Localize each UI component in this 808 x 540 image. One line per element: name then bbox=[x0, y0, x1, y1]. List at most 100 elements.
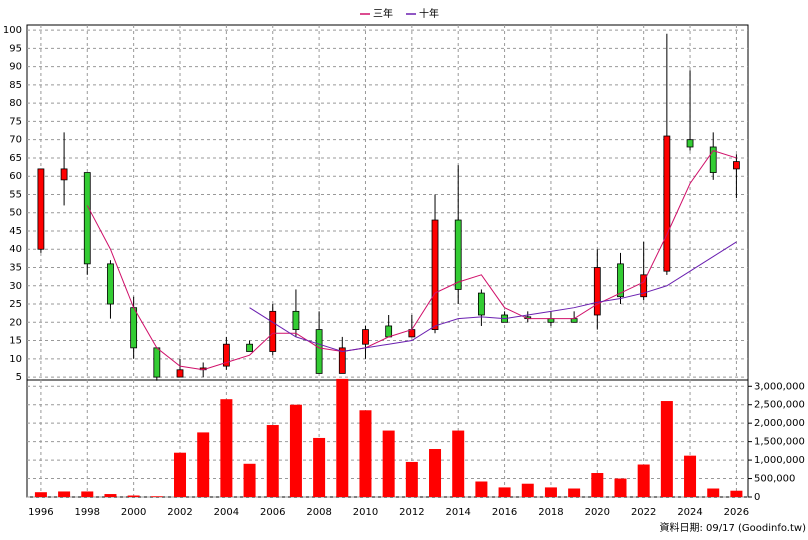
candle-body bbox=[60, 168, 68, 181]
volume-bar bbox=[707, 488, 720, 497]
volume-bar bbox=[289, 404, 302, 497]
volume-bar bbox=[660, 401, 673, 497]
volume-bar bbox=[58, 491, 71, 497]
candle-body bbox=[292, 310, 300, 330]
volume-bar bbox=[266, 425, 279, 497]
volume-bar bbox=[81, 491, 94, 497]
footnote: 資料日期: 09/17 (Goodinfo.tw) bbox=[659, 521, 806, 534]
y-tick-label: 60 bbox=[9, 171, 22, 182]
legend-label: 三年 bbox=[373, 7, 393, 20]
y-tick-label: 55 bbox=[9, 189, 22, 200]
y-tick-label: 10 bbox=[9, 354, 22, 365]
y2-tick-label: 1,500,000 bbox=[754, 437, 805, 448]
y-tick-label: 85 bbox=[9, 80, 22, 91]
volume-bar bbox=[684, 455, 697, 497]
candle-body bbox=[222, 343, 230, 367]
y2-tick-label: 2,500,000 bbox=[754, 400, 805, 411]
candle-body bbox=[107, 263, 114, 305]
x-tick-label: 1998 bbox=[75, 507, 100, 518]
volume-bar bbox=[104, 494, 117, 497]
x-tick-label: 1996 bbox=[28, 507, 53, 518]
candle-body bbox=[315, 329, 323, 374]
y2-tick-label: 500,000 bbox=[754, 474, 795, 485]
x-tick-label: 2024 bbox=[677, 507, 702, 518]
volume-bar bbox=[521, 483, 534, 497]
volume-bar bbox=[34, 492, 47, 497]
x-tick-label: 2004 bbox=[214, 507, 239, 518]
candle-body bbox=[246, 343, 253, 352]
volume-bar bbox=[220, 399, 233, 497]
y-tick-label: 15 bbox=[9, 336, 22, 347]
x-tick-label: 2016 bbox=[492, 507, 517, 518]
volume-bar bbox=[405, 461, 418, 497]
y-tick-label: 50 bbox=[9, 208, 22, 219]
candle-body bbox=[269, 310, 277, 352]
volume-bar bbox=[452, 430, 465, 497]
candle-body bbox=[431, 219, 439, 330]
y-tick-label: 45 bbox=[9, 226, 22, 237]
volume-bar bbox=[336, 378, 349, 497]
x-tick-label: 2018 bbox=[538, 507, 563, 518]
candle-body bbox=[176, 369, 184, 378]
y-tick-label: 5 bbox=[16, 372, 22, 383]
y-tick-label: 30 bbox=[9, 281, 22, 292]
candle-body bbox=[83, 172, 91, 265]
candle-body bbox=[385, 325, 393, 338]
x-tick-label: 2022 bbox=[631, 507, 656, 518]
y-tick-label: 40 bbox=[9, 244, 22, 255]
volume-bar bbox=[359, 410, 372, 497]
ma-line bbox=[249, 241, 737, 353]
volume-bar bbox=[243, 463, 256, 497]
candle-body bbox=[477, 292, 485, 316]
y-tick-label: 25 bbox=[9, 299, 22, 310]
volume-bar bbox=[614, 478, 627, 497]
y-tick-label: 100 bbox=[3, 25, 22, 36]
candle-body bbox=[663, 135, 671, 272]
ma-line bbox=[86, 150, 737, 371]
y-tick-label: 95 bbox=[9, 43, 22, 54]
x-tick-label: 2012 bbox=[399, 507, 424, 518]
volume-bar bbox=[382, 430, 395, 497]
volume-bar bbox=[730, 490, 743, 497]
y-tick-label: 90 bbox=[9, 62, 22, 73]
volume-bar bbox=[568, 488, 581, 497]
candle-body bbox=[454, 219, 462, 290]
x-tick-label: 2006 bbox=[260, 507, 285, 518]
x-tick-label: 2014 bbox=[445, 507, 470, 518]
volume-bar bbox=[174, 452, 187, 497]
x-tick-label: 2010 bbox=[353, 507, 378, 518]
y-tick-label: 35 bbox=[9, 263, 22, 274]
candle-body bbox=[570, 318, 578, 323]
y2-tick-label: 0 bbox=[754, 492, 760, 503]
x-tick-label: 2002 bbox=[167, 507, 192, 518]
volume-bar bbox=[127, 495, 140, 497]
candle-body bbox=[130, 307, 138, 349]
candle-body bbox=[733, 161, 740, 170]
volume-bar bbox=[197, 432, 210, 497]
x-tick-label: 2026 bbox=[724, 507, 749, 518]
legend-label: 十年 bbox=[419, 7, 439, 20]
candle-body bbox=[617, 263, 624, 298]
y-tick-label: 20 bbox=[9, 317, 22, 328]
candle-body bbox=[686, 139, 694, 148]
volume-bar bbox=[475, 481, 488, 497]
volume-bar bbox=[150, 496, 163, 497]
volume-bar bbox=[544, 487, 557, 497]
candle-body bbox=[37, 168, 45, 250]
x-tick-label: 2008 bbox=[306, 507, 331, 518]
candle-body bbox=[593, 267, 601, 316]
candle-body bbox=[640, 274, 648, 298]
y2-tick-label: 1,000,000 bbox=[754, 455, 805, 466]
y-tick-label: 75 bbox=[9, 116, 22, 127]
volume-bar bbox=[591, 473, 604, 497]
x-tick-label: 2000 bbox=[121, 507, 146, 518]
candle-body bbox=[547, 318, 555, 323]
volume-bar bbox=[498, 487, 511, 497]
y-tick-label: 80 bbox=[9, 98, 22, 109]
candle-body bbox=[338, 347, 346, 374]
y2-tick-label: 3,000,000 bbox=[754, 381, 805, 392]
volume-bar bbox=[429, 449, 442, 497]
y-tick-label: 65 bbox=[9, 153, 22, 164]
y-tick-label: 70 bbox=[9, 135, 22, 146]
